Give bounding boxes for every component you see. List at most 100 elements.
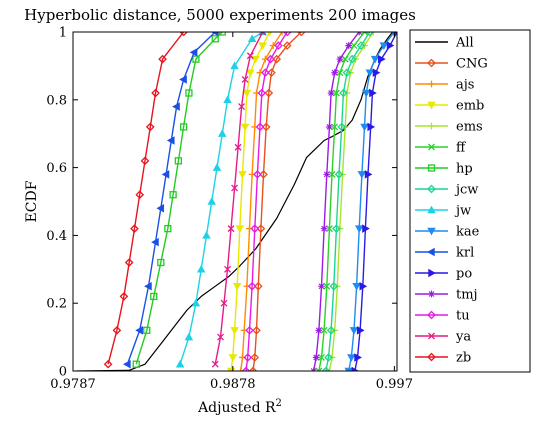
- series-ff: [315, 32, 368, 371]
- series-line-cng: [252, 32, 302, 371]
- point-po-8: [372, 68, 381, 77]
- point-cng-6: [261, 122, 271, 132]
- point-kae-9: [370, 55, 380, 64]
- series-hp: [132, 32, 226, 368]
- point-kae-0: [344, 367, 353, 371]
- x-tick-label-1: 0.9878: [210, 377, 256, 392]
- point-ff-8: [336, 69, 344, 77]
- point-ya-10: [259, 32, 267, 36]
- point-po-6: [367, 122, 376, 132]
- series-emb: [226, 32, 273, 371]
- point-emb-5: [238, 171, 247, 179]
- series-line-all: [76, 32, 394, 371]
- legend-marker-ya: [428, 332, 435, 340]
- point-tu-6: [255, 122, 265, 132]
- point-krl-2: [144, 282, 152, 291]
- point-jw-10: [247, 34, 257, 42]
- legend-label-tmj: tmj: [456, 288, 478, 303]
- point-jw-6: [212, 163, 222, 171]
- series-tmj: [310, 32, 363, 371]
- point-ff-4: [325, 225, 333, 233]
- point-jcw-9: [347, 54, 357, 64]
- point-cng-4: [256, 224, 266, 233]
- point-jcw-4: [332, 224, 341, 233]
- point-emb-6: [240, 123, 250, 132]
- point-krl-6: [166, 136, 175, 145]
- legend-item-hp: hp: [415, 162, 473, 177]
- x-tick-label-0: 0.9787: [50, 377, 96, 392]
- legend-label-jw: jw: [454, 204, 471, 219]
- legend-label-all: All: [455, 36, 474, 51]
- point-tu-2: [245, 326, 254, 335]
- point-po-2: [356, 326, 365, 335]
- point-tmj-4: [320, 225, 328, 233]
- legend-marker-jcw: [427, 184, 436, 194]
- point-ya-4: [227, 225, 235, 233]
- legend-marker-tu: [427, 310, 436, 320]
- point-jcw-8: [342, 68, 352, 77]
- y-tick-label-3: 0.6: [46, 161, 67, 176]
- legend: All CNG ajs emb ems ff hp jcw jw kae krl po tmj tu ya z…: [409, 29, 531, 373]
- point-kae-10: [379, 42, 389, 50]
- point-tu-8: [260, 68, 270, 77]
- legend-marker-ajs: [428, 80, 435, 88]
- point-tu-10: [274, 41, 283, 50]
- point-kae-6: [360, 123, 369, 132]
- legend-marker-ff: [428, 143, 435, 151]
- point-ff-10: [350, 42, 358, 50]
- point-hp-11: [218, 32, 226, 36]
- legend-item-kae: kae: [415, 225, 480, 240]
- point-jcw-0: [321, 366, 331, 371]
- point-jcw-5: [334, 170, 344, 179]
- legend-label-cng: CNG: [456, 57, 488, 72]
- point-jw-7: [218, 129, 227, 137]
- point-ya-1: [217, 333, 224, 341]
- point-tu-4: [250, 224, 260, 233]
- point-emb-2: [230, 327, 239, 335]
- legend-marker-tmj: [428, 290, 435, 298]
- point-emb-8: [246, 69, 255, 78]
- point-zb-4: [130, 224, 139, 233]
- point-tu-5: [253, 170, 262, 179]
- point-ems-0: [325, 367, 333, 371]
- legend-item-emb: emb: [415, 99, 484, 114]
- point-krl-3: [151, 237, 159, 247]
- series-line-jw: [179, 32, 264, 365]
- point-ya-0: [211, 360, 219, 368]
- point-po-3: [359, 282, 368, 291]
- legend-marker-ems: [428, 122, 435, 130]
- point-po-7: [369, 88, 377, 98]
- point-tmj-10: [345, 42, 353, 49]
- point-jw-5: [207, 197, 216, 205]
- x-axis-title: Adjusted R2: [197, 398, 282, 416]
- legend-label-emb: emb: [456, 99, 484, 114]
- x-tick-label-2: 0.997: [376, 377, 413, 392]
- series-all: [76, 32, 394, 371]
- point-ems-11: [369, 32, 377, 36]
- point-cng-1: [250, 353, 260, 362]
- point-ff-3: [323, 282, 331, 290]
- point-tmj-1: [312, 354, 320, 361]
- point-tu-11: [282, 32, 292, 37]
- y-tick-label-1: 0.2: [46, 297, 67, 312]
- point-hp-0: [132, 360, 140, 368]
- legend-label-jcw: jcw: [454, 183, 478, 198]
- series-line-ajs: [240, 32, 283, 371]
- point-po-9: [377, 54, 386, 64]
- point-hp-6: [174, 157, 183, 165]
- legend-item-cng: CNG: [415, 57, 488, 72]
- point-jcw-7: [339, 88, 348, 98]
- legend-item-tu: tu: [415, 309, 470, 324]
- point-hp-4: [164, 224, 172, 233]
- point-ajs-0: [237, 367, 245, 371]
- point-ya-9: [246, 52, 254, 60]
- point-kae-7: [362, 89, 371, 98]
- point-emb-10: [258, 42, 267, 50]
- y-tick-label-5: 1: [59, 26, 67, 41]
- legend-marker-po: [428, 268, 436, 278]
- x-axis-title-main: Adjusted R: [197, 400, 276, 416]
- legend-label-kae: kae: [456, 225, 480, 240]
- legend-label-hp: hp: [456, 162, 473, 177]
- point-ff-9: [341, 55, 349, 63]
